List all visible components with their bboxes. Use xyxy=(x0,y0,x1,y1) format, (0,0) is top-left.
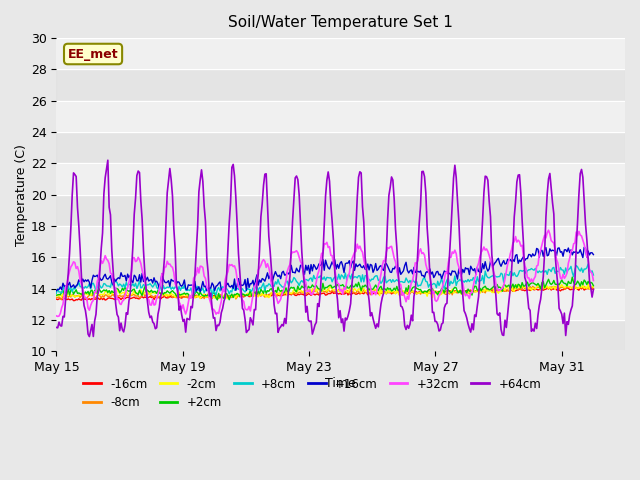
Y-axis label: Temperature (C): Temperature (C) xyxy=(15,144,28,246)
Text: EE_met: EE_met xyxy=(68,48,118,60)
Bar xyxy=(56,257,625,288)
X-axis label: Time: Time xyxy=(325,377,356,390)
Bar xyxy=(56,195,625,226)
Bar xyxy=(56,132,625,163)
Legend: -16cm, -8cm, -2cm, +2cm, +8cm, +16cm, +32cm, +64cm: -16cm, -8cm, -2cm, +2cm, +8cm, +16cm, +3… xyxy=(79,373,546,414)
Title: Soil/Water Temperature Set 1: Soil/Water Temperature Set 1 xyxy=(228,15,453,30)
Bar xyxy=(56,320,625,351)
Bar xyxy=(56,70,625,101)
